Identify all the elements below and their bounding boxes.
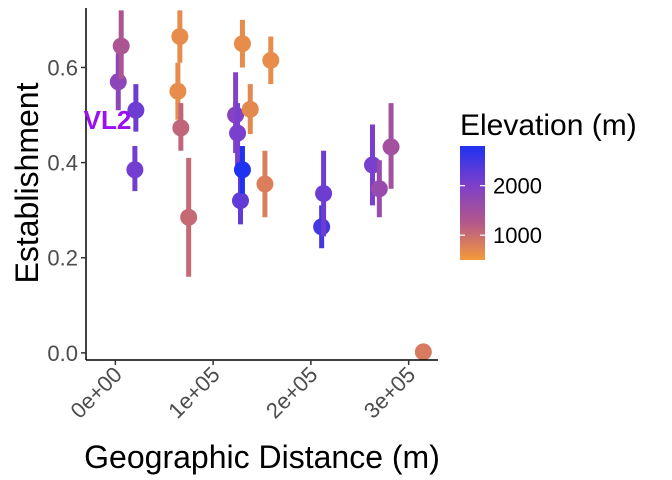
x-tick-label: 3e+05 [359, 362, 420, 423]
x-axis-title: Geographic Distance (m) [84, 439, 440, 475]
x-tick-label: 1e+05 [163, 362, 224, 423]
data-point [126, 161, 144, 179]
plot-panel: 0.0 0.2 0.4 0.6 0e+00 1e+05 2e+05 3e+05 VL2 [47, 8, 438, 423]
data-point [370, 180, 388, 198]
y-axis-ticks: 0.0 0.2 0.4 0.6 [47, 55, 86, 366]
legend-ticks: 1000 2000 [460, 174, 542, 248]
data-point [127, 101, 145, 119]
data-point [229, 124, 247, 142]
legend-tick-label: 1000 [493, 223, 542, 248]
legend-title: Elevation (m) [460, 109, 637, 142]
legend: Elevation (m) 1000 2000 [460, 109, 637, 260]
legend-tick-label: 2000 [493, 174, 542, 199]
data-point [233, 161, 251, 179]
data-point [180, 208, 198, 226]
data-point [231, 192, 249, 210]
data-point [414, 343, 432, 361]
data-point [171, 28, 189, 46]
data-point [233, 35, 251, 53]
data-point [262, 51, 280, 69]
data-point [109, 73, 127, 91]
data-marks [109, 10, 432, 361]
data-point [315, 185, 333, 203]
data-point [169, 82, 187, 100]
data-point [172, 119, 190, 137]
y-tick-label: 0.2 [47, 246, 78, 271]
data-point [241, 100, 259, 118]
data-point [256, 175, 274, 193]
y-axis-title: Establishment [9, 82, 45, 283]
x-axis-ticks: 0e+00 1e+05 2e+05 3e+05 [65, 360, 420, 423]
data-point [112, 37, 130, 55]
annotations: VL2 [84, 105, 132, 135]
legend-colorbar [460, 146, 485, 260]
data-point [382, 138, 400, 156]
x-tick-label: 0e+00 [65, 362, 126, 423]
data-point [363, 156, 381, 174]
annotation-label: VL2 [84, 105, 132, 135]
y-tick-label: 0.0 [47, 341, 78, 366]
y-tick-label: 0.6 [47, 55, 78, 80]
x-tick-label: 2e+05 [261, 362, 322, 423]
y-tick-label: 0.4 [47, 151, 78, 176]
